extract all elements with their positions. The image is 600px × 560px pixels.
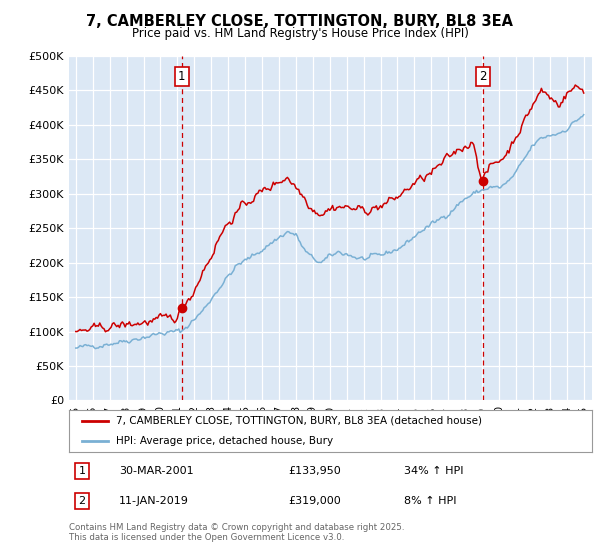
Text: 8% ↑ HPI: 8% ↑ HPI — [404, 496, 457, 506]
Text: 1: 1 — [178, 70, 185, 83]
Text: 11-JAN-2019: 11-JAN-2019 — [119, 496, 188, 506]
Text: 34% ↑ HPI: 34% ↑ HPI — [404, 466, 463, 476]
Text: 7, CAMBERLEY CLOSE, TOTTINGTON, BURY, BL8 3EA (detached house): 7, CAMBERLEY CLOSE, TOTTINGTON, BURY, BL… — [116, 416, 482, 426]
Text: £133,950: £133,950 — [289, 466, 341, 476]
Text: 30-MAR-2001: 30-MAR-2001 — [119, 466, 193, 476]
Text: 7, CAMBERLEY CLOSE, TOTTINGTON, BURY, BL8 3EA: 7, CAMBERLEY CLOSE, TOTTINGTON, BURY, BL… — [86, 14, 514, 29]
Text: 2: 2 — [479, 70, 487, 83]
Text: 1: 1 — [79, 466, 86, 476]
Text: Price paid vs. HM Land Registry's House Price Index (HPI): Price paid vs. HM Land Registry's House … — [131, 27, 469, 40]
Text: Contains HM Land Registry data © Crown copyright and database right 2025.
This d: Contains HM Land Registry data © Crown c… — [69, 523, 404, 543]
Text: £319,000: £319,000 — [289, 496, 341, 506]
Text: HPI: Average price, detached house, Bury: HPI: Average price, detached house, Bury — [116, 436, 333, 446]
Text: 2: 2 — [79, 496, 86, 506]
